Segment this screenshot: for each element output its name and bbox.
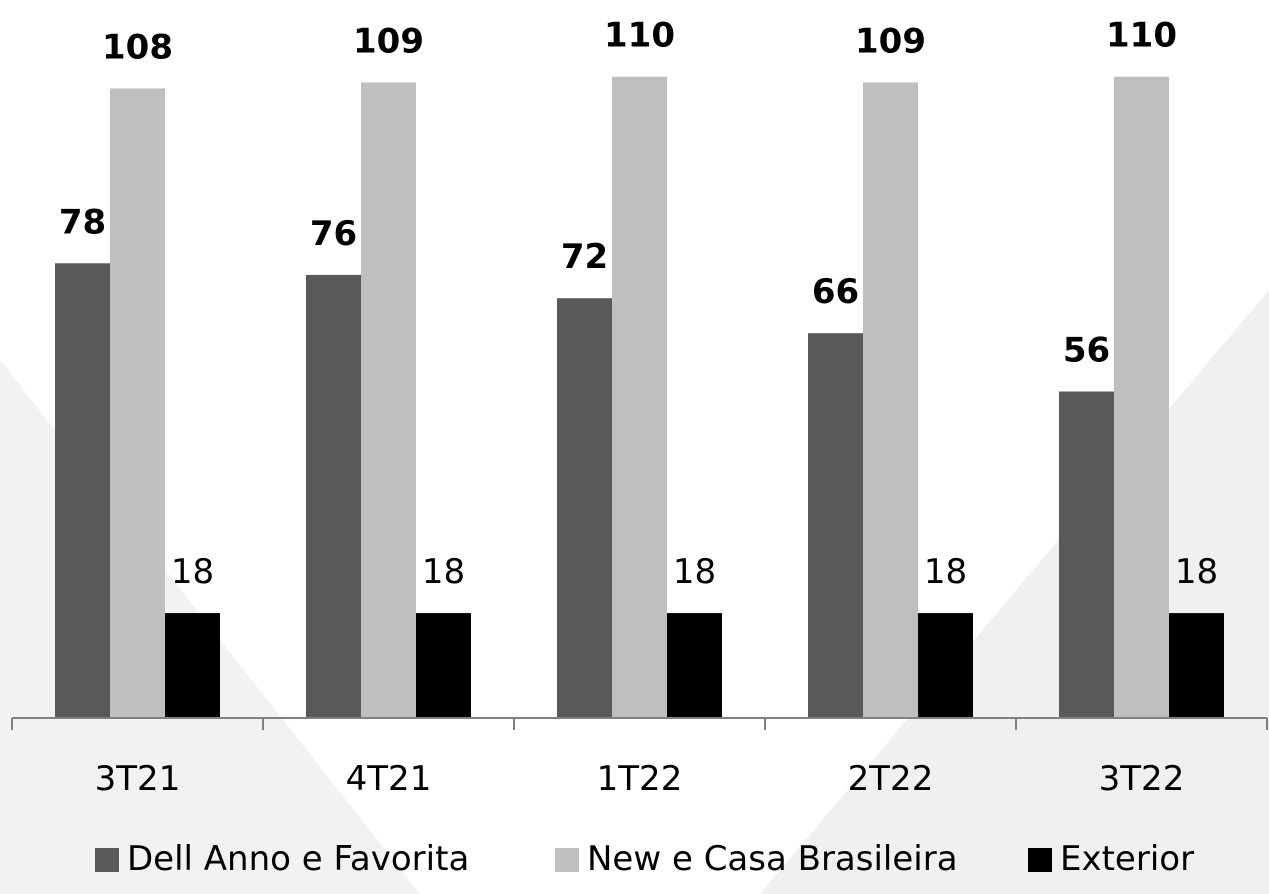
x-tick-label-2t22: 2T22 xyxy=(848,759,934,799)
value-label-new-e-casa-brasileira-4t21: 109 xyxy=(353,22,424,62)
bar-exterior-2t22 xyxy=(918,613,973,718)
value-label-exterior-3t21: 18 xyxy=(171,552,214,592)
legend-item-new-e-casa-brasileira: New e Casa Brasileira xyxy=(555,839,958,879)
legend-swatch-new-e-casa-brasileira xyxy=(555,848,579,872)
bar-exterior-3t21 xyxy=(165,613,220,718)
bar-exterior-3t22 xyxy=(1169,613,1224,718)
value-label-dell-anno-e-favorita-2t22: 66 xyxy=(812,272,859,312)
legend-label-dell-anno-e-favorita: Dell Anno e Favorita xyxy=(127,839,469,879)
bar-dell-anno-e-favorita-2t22 xyxy=(808,333,863,718)
legend: Dell Anno e Favorita New e Casa Brasileir… xyxy=(95,839,1194,879)
x-tick-label-3t22: 3T22 xyxy=(1099,759,1185,799)
value-label-exterior-4t21: 18 xyxy=(422,552,465,592)
value-label-exterior-3t22: 18 xyxy=(1175,552,1218,592)
legend-item-dell-anno-e-favorita: Dell Anno e Favorita xyxy=(95,839,469,879)
bar-dell-anno-e-favorita-3t21 xyxy=(55,263,110,718)
value-label-exterior-1t22: 18 xyxy=(673,552,716,592)
bar-new-e-casa-brasileira-1t22 xyxy=(612,76,667,718)
value-label-new-e-casa-brasileira-3t21: 108 xyxy=(102,27,173,67)
bar-new-e-casa-brasileira-3t22 xyxy=(1114,76,1169,718)
bar-exterior-4t21 xyxy=(416,613,471,718)
bar-dell-anno-e-favorita-4t21 xyxy=(306,274,361,718)
bar-new-e-casa-brasileira-2t22 xyxy=(863,82,918,718)
value-label-new-e-casa-brasileira-2t22: 109 xyxy=(855,22,926,62)
bar-dell-anno-e-favorita-1t22 xyxy=(557,298,612,718)
legend-swatch-dell-anno-e-favorita xyxy=(95,848,119,872)
x-tick-label-1t22: 1T22 xyxy=(597,759,683,799)
value-label-dell-anno-e-favorita-1t22: 72 xyxy=(561,237,608,277)
x-tick-labels-group: 3T21 4T21 1T22 2T22 3T22 xyxy=(95,759,1185,799)
value-label-new-e-casa-brasileira-3t22: 110 xyxy=(1106,16,1177,56)
x-ticks-group xyxy=(11,718,1268,730)
legend-label-new-e-casa-brasileira: New e Casa Brasileira xyxy=(587,839,958,879)
legend-label-exterior: Exterior xyxy=(1060,839,1194,879)
legend-item-exterior: Exterior xyxy=(1028,839,1194,879)
bars-group xyxy=(55,76,1224,718)
bar-new-e-casa-brasileira-4t21 xyxy=(361,82,416,718)
bar-new-e-casa-brasileira-3t21 xyxy=(110,88,165,718)
value-label-exterior-2t22: 18 xyxy=(924,552,967,592)
value-label-new-e-casa-brasileira-1t22: 110 xyxy=(604,16,675,56)
value-labels-group: 78 108 18 76 109 18 72 110 18 66 109 18 56 110 18 xyxy=(59,16,1218,592)
legend-swatch-exterior xyxy=(1028,848,1052,872)
x-tick-label-4t21: 4T21 xyxy=(346,759,432,799)
x-tick-label-3t21: 3T21 xyxy=(95,759,181,799)
bar-exterior-1t22 xyxy=(667,613,722,718)
bar-dell-anno-e-favorita-3t22 xyxy=(1059,391,1114,718)
value-label-dell-anno-e-favorita-3t22: 56 xyxy=(1063,331,1110,371)
value-label-dell-anno-e-favorita-3t21: 78 xyxy=(59,202,106,242)
value-label-dell-anno-e-favorita-4t21: 76 xyxy=(310,214,357,254)
